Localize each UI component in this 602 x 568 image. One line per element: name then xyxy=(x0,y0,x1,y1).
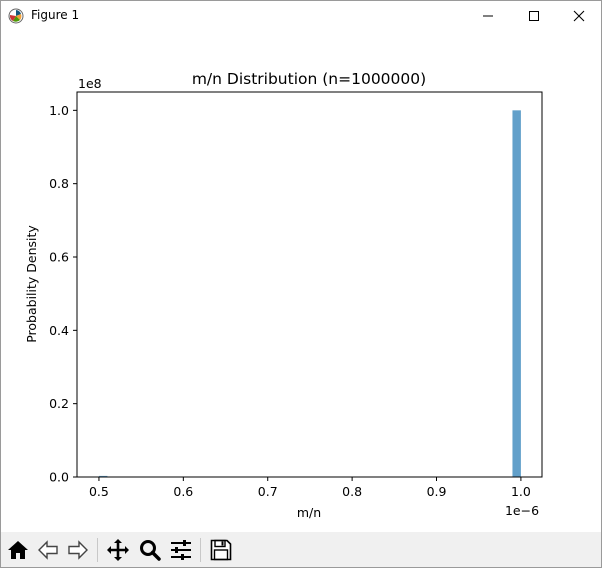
x-tick-label: 0.6 xyxy=(173,484,193,499)
x-tick-label: 0.7 xyxy=(258,484,278,499)
toolbar-separator xyxy=(97,538,98,562)
home-button[interactable] xyxy=(4,535,32,565)
close-button[interactable] xyxy=(556,1,601,31)
y-tick-label: 0.2 xyxy=(49,396,69,411)
x-ticks: 0.5 0.6 0.7 0.8 0.9 1.0 xyxy=(89,477,531,499)
close-icon xyxy=(573,10,585,22)
y-ticks: 0.0 0.2 0.4 0.6 0.8 1.0 xyxy=(49,103,77,485)
forward-button[interactable] xyxy=(64,535,92,565)
y-tick-label: 0.6 xyxy=(49,250,69,265)
maximize-icon xyxy=(529,11,539,21)
x-offset-label: 1e−6 xyxy=(505,503,539,518)
minimize-button[interactable] xyxy=(465,1,511,31)
y-tick-label: 0.8 xyxy=(49,176,69,191)
x-tick-label: 0.8 xyxy=(342,484,362,499)
back-arrow-icon xyxy=(38,540,58,560)
x-tick-label: 0.5 xyxy=(89,484,109,499)
navigation-toolbar xyxy=(1,532,601,567)
bars-layer xyxy=(98,110,521,477)
minimize-icon xyxy=(483,15,493,17)
save-button[interactable] xyxy=(207,535,235,565)
figure-canvas[interactable]: m/n Distribution (n=1000000) 1e8 0.5 0.6 0… xyxy=(1,31,601,532)
sliders-icon xyxy=(171,540,191,560)
x-tick-label: 1.0 xyxy=(511,484,531,499)
y-tick-label: 0.4 xyxy=(49,323,69,338)
histogram-bar xyxy=(98,475,108,477)
chart-title: m/n Distribution (n=1000000) xyxy=(192,70,426,88)
floppy-disk-icon xyxy=(210,539,232,561)
back-button[interactable] xyxy=(34,535,62,565)
home-icon xyxy=(8,541,28,559)
x-axis-label: m/n xyxy=(297,505,321,520)
title-bar[interactable]: Figure 1 xyxy=(1,1,601,31)
magnifier-icon xyxy=(140,540,161,561)
zoom-button[interactable] xyxy=(136,535,164,565)
y-tick-label: 0.0 xyxy=(49,470,69,485)
forward-arrow-icon xyxy=(68,540,88,560)
configure-subplots-button[interactable] xyxy=(167,535,195,565)
matplotlib-icon xyxy=(8,8,24,24)
y-tick-label: 1.0 xyxy=(49,103,69,118)
move-icon xyxy=(107,539,129,561)
pan-button[interactable] xyxy=(104,535,132,565)
y-axis-label: Probability Density xyxy=(24,225,39,343)
maximize-button[interactable] xyxy=(511,1,557,31)
histogram-bar xyxy=(512,110,521,477)
histogram-chart: m/n Distribution (n=1000000) 1e8 0.5 0.6 0… xyxy=(24,70,543,520)
x-tick-label: 0.9 xyxy=(427,484,447,499)
y-offset-label: 1e8 xyxy=(78,76,102,91)
window-title: Figure 1 xyxy=(31,8,80,22)
toolbar-separator xyxy=(200,538,201,562)
plot-frame xyxy=(76,91,543,478)
